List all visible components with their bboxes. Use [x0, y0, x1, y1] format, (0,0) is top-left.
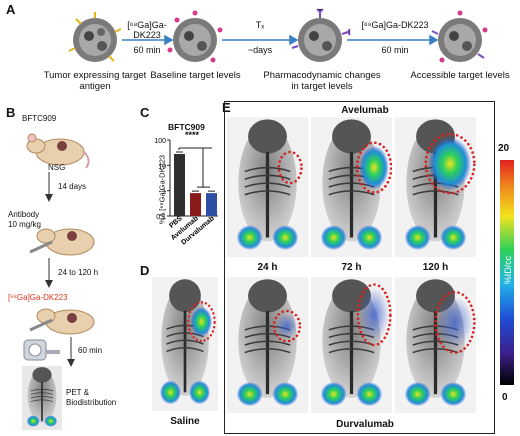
cell-line-label: BFTC909	[22, 114, 57, 123]
durvalumab-24h-image	[227, 277, 308, 413]
tumor-cell-icon	[68, 12, 122, 62]
panel-a-schematic	[68, 8, 488, 63]
durvalumab-72h-image	[311, 277, 392, 413]
step-caption: Accessible target levels	[410, 70, 510, 81]
panel-d-label: D	[140, 263, 150, 278]
bar-durvalumab	[206, 193, 217, 216]
bar-avelumab	[190, 193, 201, 216]
tracer-inject-label: [⁶⁸Ga]Ga-DK223	[8, 293, 68, 302]
wait-label-2: 24 to 120 h	[58, 268, 99, 277]
injected-mouse-icon	[29, 228, 95, 256]
final-step-label: PET & Biodistribution	[66, 388, 117, 407]
saline-caption: Saline	[170, 416, 200, 427]
mouse-strain-label: NSG	[48, 163, 66, 172]
chart-title: BFTC909	[168, 122, 205, 132]
tumor-cell-icon	[431, 10, 488, 63]
arrow-down-icon	[67, 337, 75, 367]
time-label-120h: 120 h	[422, 262, 449, 273]
tracer-label-1: [⁶⁸Ga]Ga-DK223	[127, 20, 167, 40]
tumor-cell-icon	[167, 10, 223, 63]
y-tick-label: 100	[154, 138, 166, 145]
pet-scanner-icon	[23, 339, 60, 361]
step-caption: Tumor expressing target antigen	[43, 70, 147, 92]
tracer-label-2: [⁶⁸Ga]Ga-DK223	[361, 20, 429, 30]
panel-b-label: B	[6, 105, 16, 120]
time-label-2: 60 min	[381, 45, 409, 55]
tumor-cell-icon	[291, 8, 351, 62]
tracer-mouse-icon	[29, 308, 95, 335]
time-label-1: 60 min	[133, 45, 161, 55]
mini-pet-image	[22, 366, 62, 430]
saline-pet-image	[152, 277, 218, 411]
panel-e-label: E	[222, 100, 231, 115]
time-label-24h: 24 h	[257, 262, 278, 273]
panel-c-label: C	[140, 105, 150, 120]
bar-pbs	[174, 154, 185, 216]
panel-e-frame	[224, 101, 495, 434]
treatment-label: Tₓ	[255, 20, 265, 30]
wait-label-3: 60 min	[78, 346, 103, 355]
y-tick-label: 0.1	[156, 214, 166, 221]
y-tick-label: 1	[162, 189, 166, 196]
colorbar-min: 0	[502, 392, 508, 403]
colorbar-max: 20	[498, 143, 510, 154]
durvalumab-120h-image	[395, 277, 476, 413]
time-label-72h: 72 h	[341, 262, 362, 273]
dose-label: 10 mg/kg	[8, 220, 41, 229]
avelumab-title: Avelumab	[341, 105, 389, 116]
y-tick-label: 10	[158, 163, 166, 170]
colorbar	[500, 160, 514, 385]
panel-a-label: A	[6, 2, 16, 17]
avelumab-120h-image	[395, 117, 476, 257]
significance-stars: ****	[185, 130, 200, 140]
durvalumab-title: Durvalumab	[336, 419, 394, 430]
antibody-label: Antibody	[8, 210, 40, 219]
step-caption: Pharmacodynamic changes in target levels	[263, 70, 381, 92]
avelumab-24h-image	[227, 117, 308, 257]
arrow-down-icon	[45, 258, 53, 288]
mouse-icon	[26, 133, 90, 169]
arrow-down-icon	[45, 172, 53, 202]
wait-label-1: 14 days	[58, 182, 87, 191]
treatment-time-label: ~days	[247, 45, 273, 55]
avelumab-72h-image	[311, 117, 392, 257]
step-caption: Baseline target levels	[150, 70, 241, 81]
colorbar-unit: %ID/cc	[503, 255, 513, 285]
